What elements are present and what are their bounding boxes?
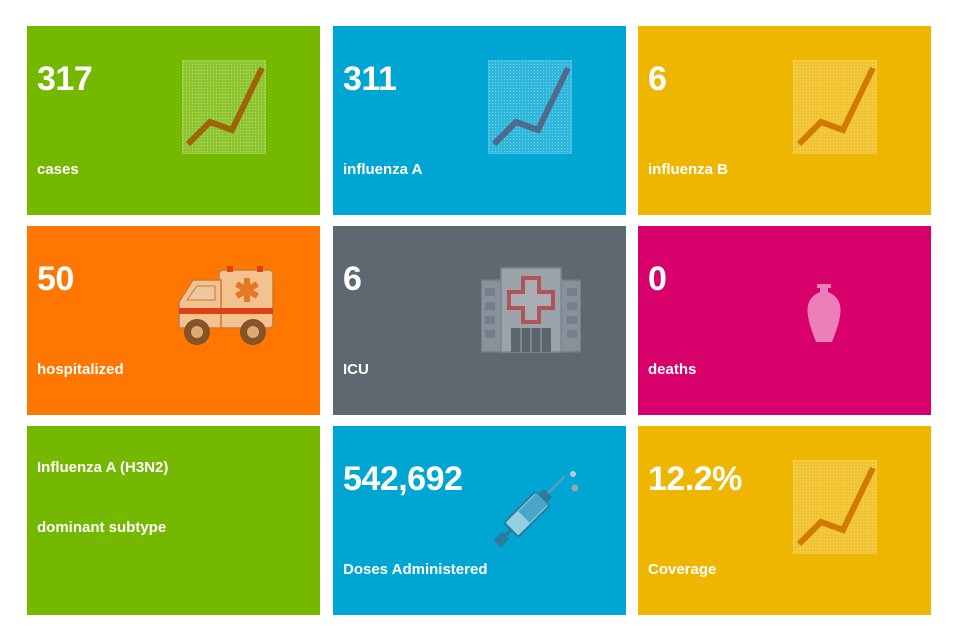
- deaths-label: deaths: [648, 361, 697, 378]
- chart-increasing-icon: [488, 60, 572, 154]
- doses-tile[interactable]: 542,692 Doses Administered: [333, 426, 626, 615]
- coverage-value: 12.2%: [648, 460, 742, 498]
- cases-value: 317: [37, 60, 93, 98]
- doses-value: 542,692: [343, 460, 463, 498]
- coverage-label: Coverage: [648, 561, 717, 578]
- coverage-tile[interactable]: 12.2% Coverage: [638, 426, 931, 615]
- subtype-tile[interactable]: Influenza A (H3N2) dominant subtype: [27, 426, 320, 615]
- icu-value: 6: [343, 260, 362, 298]
- subtype-label: dominant subtype: [37, 519, 167, 536]
- influenza-b-value: 6: [648, 60, 667, 98]
- chart-increasing-icon: [182, 60, 266, 154]
- chart-increasing-icon: [793, 60, 877, 154]
- deaths-tile[interactable]: 0 deaths: [638, 226, 931, 415]
- influenza-b-tile[interactable]: 6 influenza B: [638, 26, 931, 215]
- influenza-a-tile[interactable]: 311 influenza A: [333, 26, 626, 215]
- influenza-a-value: 311: [343, 60, 397, 98]
- influenza-a-label: influenza A: [343, 161, 423, 178]
- hospital-icon: [481, 267, 581, 353]
- syringe-icon: [493, 471, 579, 548]
- hospitalized-tile[interactable]: 50 hospitalized: [27, 226, 320, 415]
- icu-tile[interactable]: 6 ICU: [333, 226, 626, 415]
- influenza-b-label: influenza B: [648, 161, 729, 178]
- deaths-value: 0: [648, 260, 667, 298]
- cases-tile[interactable]: 317 cases: [27, 26, 320, 215]
- chart-increasing-icon: [793, 460, 877, 554]
- cases-label: cases: [37, 161, 79, 178]
- doses-label: Doses Administered: [343, 561, 488, 578]
- hospitalized-value: 50: [37, 260, 74, 298]
- icu-label: ICU: [343, 361, 369, 378]
- ambulance-icon: [178, 266, 274, 345]
- funeral-urn-icon: [807, 284, 841, 342]
- subtype-name: Influenza A (H3N2): [37, 459, 169, 476]
- hospitalized-label: hospitalized: [37, 361, 124, 378]
